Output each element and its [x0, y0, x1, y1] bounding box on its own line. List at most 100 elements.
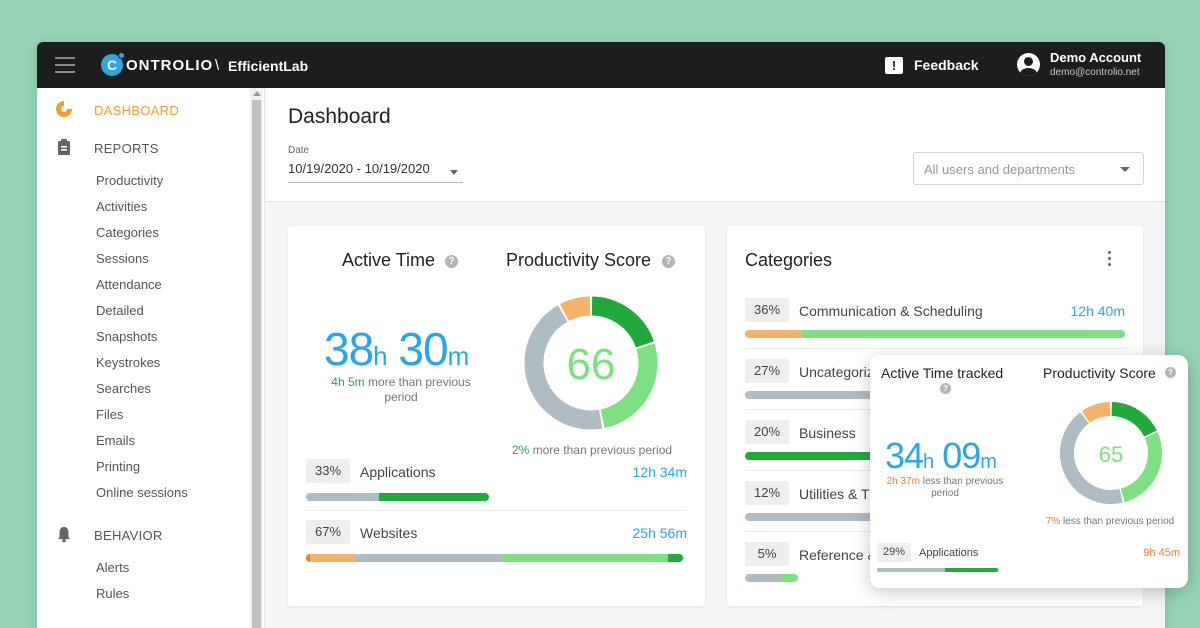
category-bar [745, 330, 1125, 338]
sidebar-item-sessions[interactable]: Sessions [96, 251, 149, 266]
date-caption: Date [288, 145, 310, 156]
summary-popup-card: Active Time tracked ? Productivity Score… [870, 355, 1188, 588]
account-name[interactable]: Demo Account [1050, 50, 1142, 65]
category-percent: 36% [745, 298, 789, 322]
websites-bar [306, 554, 683, 562]
scrollbar-thumb[interactable] [252, 100, 261, 628]
popup-applications-time: 9h 45m [1143, 547, 1180, 559]
date-range-picker[interactable]: 10/19/2020 - 10/19/2020 [288, 161, 430, 176]
help-icon[interactable]: ? [1165, 367, 1176, 378]
websites-time: 25h 56m [632, 525, 687, 541]
divider [306, 510, 687, 511]
applications-label: Applications [360, 464, 436, 480]
popup-productivity-score-value: 65 [1099, 442, 1123, 467]
logo-icon: C [101, 54, 123, 76]
help-icon[interactable]: ? [445, 255, 458, 268]
productivity-score-value: 66 [567, 340, 616, 389]
applications-bar [306, 493, 489, 501]
sidebar-item-reports[interactable]: REPORTS [37, 136, 247, 160]
date-underline [288, 182, 463, 183]
sidebar-item-searches[interactable]: Searches [96, 381, 151, 396]
category-bar [745, 391, 905, 399]
active-time-delta: 4h 5m more than previous period [331, 375, 471, 404]
active-time-value: 38h 30m [324, 323, 469, 375]
category-label: Business [799, 425, 856, 441]
category-label: Uncategoriz [799, 364, 874, 380]
sidebar-item-dashboard[interactable]: DASHBOARD [37, 98, 247, 122]
category-percent: 12% [745, 481, 789, 505]
scroll-up-icon[interactable] [253, 91, 261, 96]
category-label: Utilities & T [799, 486, 870, 502]
sidebar-item-categories[interactable]: Categories [96, 225, 159, 240]
applications-percent: 33% [306, 459, 350, 483]
category-bar [745, 513, 905, 521]
category-percent: 20% [745, 420, 789, 444]
clipboard-icon [58, 139, 70, 155]
feedback-button[interactable]: Feedback [914, 57, 979, 73]
help-icon[interactable]: ? [662, 255, 675, 268]
chevron-down-icon[interactable] [450, 170, 458, 175]
sidebar-item-rules[interactable]: Rules [96, 586, 130, 601]
donut-segment-unproductive [1081, 402, 1111, 423]
productivity-score-title: Productivity Score [506, 250, 652, 270]
sidebar-item-printing[interactable]: Printing [96, 459, 141, 474]
productivity-donut-chart: 66 [524, 296, 658, 430]
donut-segment-light [1120, 432, 1162, 503]
divider [745, 348, 1125, 349]
logo-dot-icon [118, 52, 125, 59]
users-departments-select[interactable]: All users and departments [913, 152, 1144, 185]
popup-active-time-title: Active Time tracked [881, 365, 1004, 381]
sidebar-item-online-sessions[interactable]: Online sessions [96, 485, 188, 500]
popup-active-delta: 2h 37m less than previous period [886, 476, 1004, 499]
sidebar-item-productivity[interactable]: Productivity [96, 173, 164, 188]
category-time: 12h 40m [1070, 303, 1125, 319]
help-icon[interactable]: ? [940, 383, 951, 394]
donut-segment-productive [591, 296, 654, 348]
users-select-placeholder: All users and departments [924, 162, 1076, 177]
sidebar-item-detailed[interactable]: Detailed [96, 303, 144, 318]
productivity-delta: 2% more than previous period [511, 443, 673, 457]
sidebar-item-keystrokes[interactable]: Keystrokes [96, 355, 161, 370]
more-options-icon[interactable] [1108, 251, 1112, 267]
page-title: Dashboard [288, 105, 391, 128]
popup-active-time-value: 34h 09m [885, 435, 997, 476]
sidebar-item-activities[interactable]: Activities [96, 199, 148, 214]
feedback-icon[interactable]: ! [885, 57, 903, 74]
donut-segment-light [600, 343, 658, 429]
sidebar-item-label: BEHAVIOR [94, 528, 163, 543]
sidebar-item-label: DASHBOARD [94, 103, 180, 118]
sidebar-item-alerts[interactable]: Alerts [96, 560, 130, 575]
chevron-down-icon [1120, 167, 1130, 172]
popup-productivity-delta: 7% less than previous period [1045, 516, 1175, 527]
dashboard-icon [56, 101, 72, 117]
popup-productivity-title: Productivity Score [1043, 365, 1156, 381]
sidebar-item-snapshots[interactable]: Snapshots [96, 329, 158, 344]
applications-time: 12h 34m [632, 464, 687, 480]
category-percent: 5% [745, 542, 789, 566]
menu-icon[interactable] [55, 57, 75, 73]
account-email: demo@controlio.net [1050, 67, 1140, 78]
active-time-card: Active Time ? Productivity Score ? 38h 3… [288, 226, 705, 606]
sidebar-item-files[interactable]: Files [96, 407, 124, 422]
category-bar [745, 574, 798, 582]
page-header: Dashboard Date 10/19/2020 - 10/19/2020 A… [266, 88, 1165, 202]
popup-productivity-donut-chart: 65 [1060, 402, 1162, 504]
category-bar [745, 452, 905, 460]
donut-segment-neutral [1060, 412, 1123, 504]
categories-title: Categories [745, 250, 833, 270]
sidebar-item-attendance[interactable]: Attendance [96, 277, 162, 292]
bell-icon [58, 527, 70, 543]
sidebar-item-emails[interactable]: Emails [96, 433, 136, 448]
organization-name: EfficientLab [228, 58, 309, 74]
sidebar-item-behavior[interactable]: BEHAVIOR [37, 523, 247, 547]
active-time-title: Active Time [342, 250, 436, 270]
donut-segment-neutral [524, 305, 603, 430]
category-label: Reference & [799, 547, 877, 563]
sidebar-scrollbar[interactable] [250, 88, 263, 628]
popup-applications-label: Applications [919, 547, 979, 559]
account-icon[interactable] [1017, 53, 1040, 76]
websites-percent: 67% [306, 520, 350, 544]
sidebar-item-label: REPORTS [94, 141, 159, 156]
brand-name: ONTROLIO [126, 57, 214, 74]
donut-segment-productive [1111, 402, 1157, 438]
